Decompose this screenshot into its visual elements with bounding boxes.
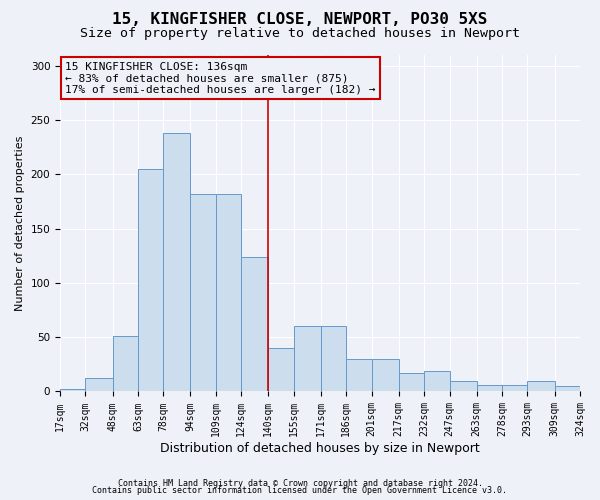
Text: 15 KINGFISHER CLOSE: 136sqm
← 83% of detached houses are smaller (875)
17% of se: 15 KINGFISHER CLOSE: 136sqm ← 83% of det…	[65, 62, 376, 95]
Text: Contains HM Land Registry data © Crown copyright and database right 2024.: Contains HM Land Registry data © Crown c…	[118, 478, 482, 488]
Bar	[138, 169, 163, 392]
Bar	[294, 326, 321, 392]
Bar	[60, 390, 85, 392]
Bar	[216, 194, 241, 392]
Y-axis label: Number of detached properties: Number of detached properties	[15, 136, 25, 311]
Bar	[476, 385, 502, 392]
Bar	[502, 385, 527, 392]
Text: Contains public sector information licensed under the Open Government Licence v3: Contains public sector information licen…	[92, 486, 508, 495]
Bar	[268, 348, 294, 392]
Bar	[527, 380, 554, 392]
Bar	[190, 194, 216, 392]
Bar	[346, 359, 371, 392]
Bar	[85, 378, 113, 392]
Bar	[399, 373, 424, 392]
Bar	[113, 336, 138, 392]
X-axis label: Distribution of detached houses by size in Newport: Distribution of detached houses by size …	[160, 442, 480, 455]
Bar	[321, 326, 346, 392]
Bar	[449, 380, 476, 392]
Text: Size of property relative to detached houses in Newport: Size of property relative to detached ho…	[80, 28, 520, 40]
Bar	[554, 386, 580, 392]
Bar	[241, 257, 268, 392]
Bar	[424, 371, 449, 392]
Bar	[580, 390, 600, 392]
Bar	[163, 133, 190, 392]
Bar	[371, 359, 399, 392]
Text: 15, KINGFISHER CLOSE, NEWPORT, PO30 5XS: 15, KINGFISHER CLOSE, NEWPORT, PO30 5XS	[112, 12, 488, 28]
